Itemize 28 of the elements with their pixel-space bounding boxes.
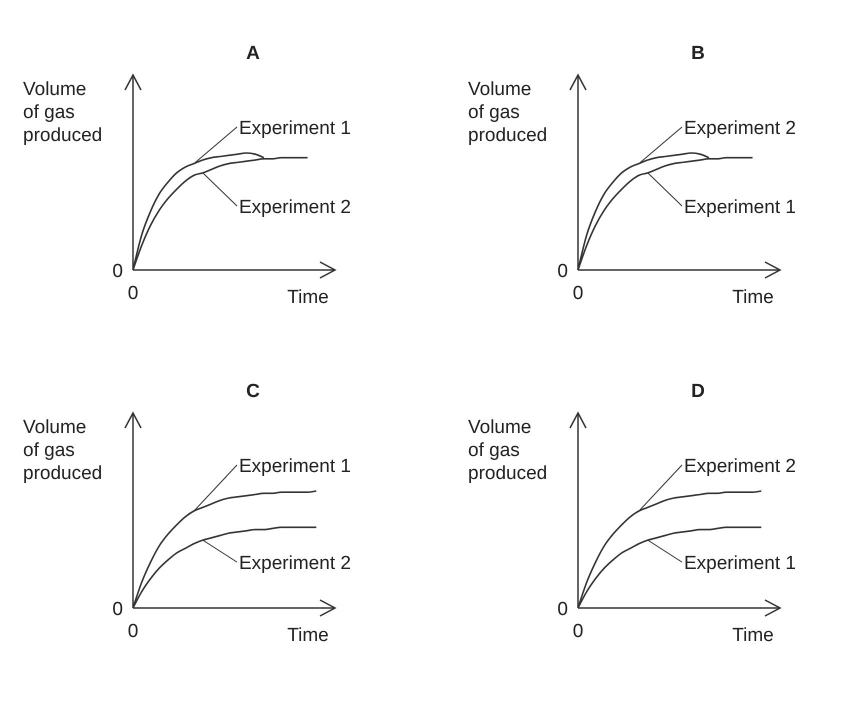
text: 0 [557,599,568,620]
y-axis-title: Volume of gas produced [23,417,102,484]
y-axis-title: Volume of gas produced [468,79,548,146]
text: 0 [128,283,138,304]
series-label: Experiment 2 [684,118,796,139]
text: 0 [128,621,138,642]
chart-title: D [691,381,705,402]
y-axis-title: Volume of gas produced [468,417,548,484]
series-label: Experiment 1 [684,197,796,218]
chart-title: B [691,43,705,64]
chart-title: C [246,381,260,402]
text: 0 [112,261,123,282]
series-label: Experiment 1 [239,456,351,477]
text: 0 [112,599,123,620]
legend-label: Experiment 2 [239,553,351,574]
series-label: Experiment 2 [684,456,796,477]
chart-title: A [246,43,260,64]
text: 0 [572,283,584,304]
text: 0 [572,621,584,642]
x-axis-title: Time [287,625,329,646]
y-axis-title: Volume of gas produced [23,79,102,146]
series-label: Experiment 2 [239,197,351,218]
x-axis-title: Time [732,625,774,646]
series-label: Experiment 1 [239,118,351,139]
legend-label: Experiment 1 [684,553,796,574]
x-axis-title: Time [287,287,329,308]
text: 0 [557,261,568,282]
x-axis-title: Time [732,287,774,308]
